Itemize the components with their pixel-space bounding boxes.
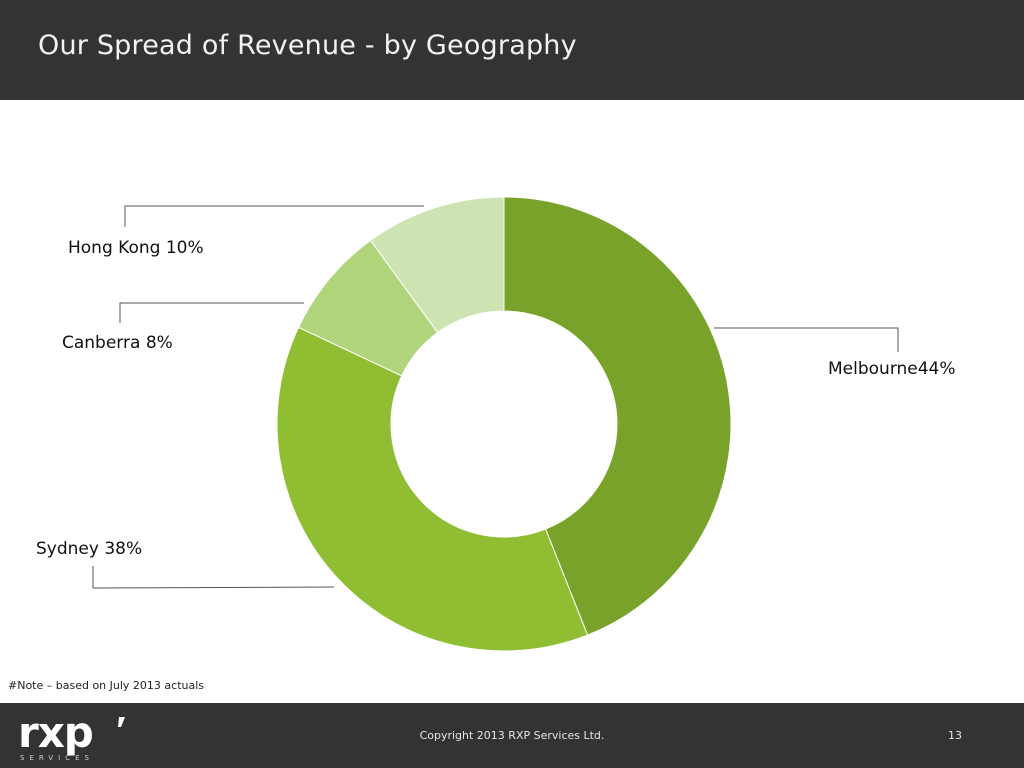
footnote: #Note – based on July 2013 actuals bbox=[8, 679, 205, 692]
leader-line-canberra bbox=[119, 302, 304, 323]
slice-sydney bbox=[276, 326, 589, 652]
svg-text:SERVICES: SERVICES bbox=[20, 754, 94, 762]
slice-melbourne bbox=[503, 196, 732, 636]
svg-text:rxp: rxp bbox=[18, 711, 93, 757]
rxp-logo: rxp SERVICES bbox=[18, 711, 125, 762]
title-bar: Our Spread of Revenue - by Geography bbox=[0, 0, 1024, 100]
data-label-canberra: Canberra 8% bbox=[62, 333, 173, 353]
data-label-sydney: Sydney 38% bbox=[36, 539, 142, 559]
leader-line-hong-kong bbox=[124, 205, 424, 227]
page-number: 13 bbox=[948, 729, 962, 742]
slice-hong-kong bbox=[369, 196, 505, 334]
data-label-hong-kong: Hong Kong 10% bbox=[68, 238, 204, 258]
data-label-melbourne: Melbourne44% bbox=[828, 359, 956, 379]
donut-chart: Melbourne44% Sydney 38% Canberra 8% Hong Ko… bbox=[36, 196, 956, 652]
page-title: Our Spread of Revenue - by Geography bbox=[38, 30, 577, 61]
leader-line-melbourne bbox=[714, 327, 899, 352]
leader-line-sydney bbox=[92, 566, 335, 589]
copyright-text: Copyright 2013 RXP Services Ltd. bbox=[419, 729, 605, 742]
footer-bar: rxp SERVICES Copyright 2013 RXP Services… bbox=[0, 703, 1024, 768]
